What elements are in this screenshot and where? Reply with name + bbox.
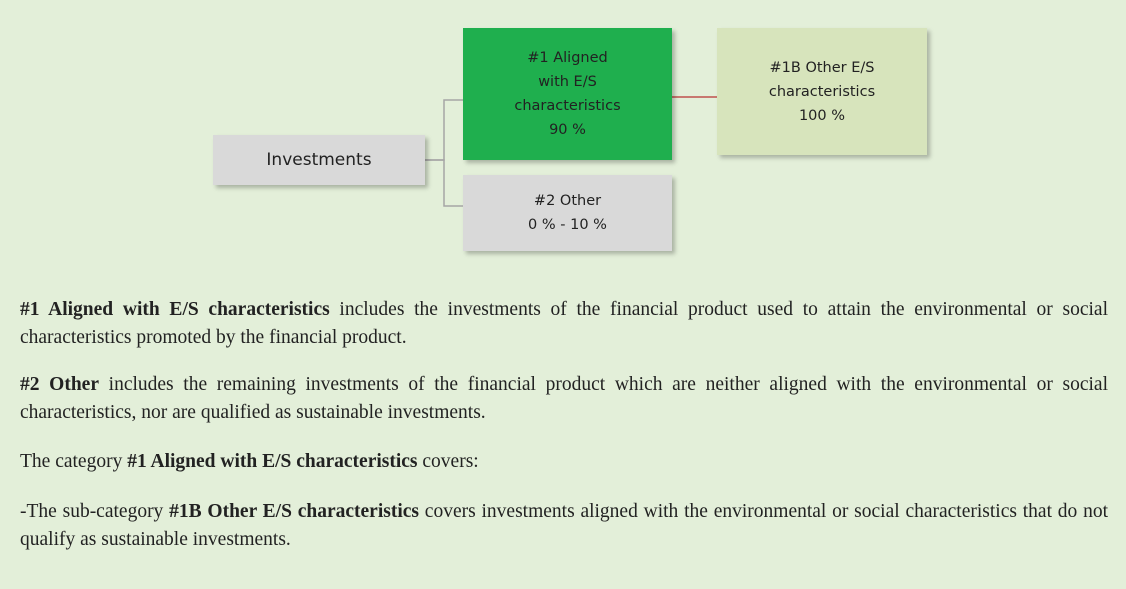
bold-text: #1B Other E/S characteristics bbox=[169, 501, 420, 522]
paragraph: #2 Other includes the remaining investme… bbox=[20, 371, 1108, 427]
node-label: #1 Aligned bbox=[527, 50, 608, 66]
paragraph: -The sub-category #1B Other E/S characte… bbox=[20, 498, 1108, 554]
node-label: 0 % - 10 % bbox=[528, 217, 607, 233]
text: includes the investments of the financia… bbox=[20, 299, 1108, 348]
text: covers investments aligned with the envi… bbox=[20, 501, 1109, 550]
node-label: 90 % bbox=[549, 122, 586, 138]
node-label: characteristics bbox=[514, 98, 621, 114]
connector bbox=[425, 99, 463, 161]
text: covers: bbox=[417, 451, 479, 472]
node-label: #1B Other E/S bbox=[769, 59, 875, 76]
text: includes the remaining investments of th… bbox=[20, 374, 1108, 423]
node-other: #2 Other 0 % - 10 % bbox=[463, 175, 672, 251]
text: The category bbox=[20, 451, 128, 472]
bold-text: #1 Aligned with E/S characteristics bbox=[20, 299, 330, 320]
paragraph: #1 Aligned with E/S characteristics incl… bbox=[20, 296, 1108, 352]
node-investments: Investments bbox=[213, 135, 425, 185]
node-label: 100 % bbox=[798, 107, 846, 124]
connector bbox=[425, 159, 463, 207]
text: -The sub-category bbox=[20, 501, 170, 522]
node-label: #2 Other bbox=[533, 193, 602, 209]
node-label: characteristics bbox=[768, 83, 876, 100]
bold-text: #2 Other bbox=[20, 374, 99, 395]
node-label: with E/S bbox=[538, 74, 597, 90]
bold-text: #1 Aligned with E/S characteristics bbox=[127, 451, 418, 472]
paragraph: The category #1 Aligned with E/S charact… bbox=[20, 448, 1108, 476]
node-aligned: #1 Aligned with E/S characteristics 90 % bbox=[463, 28, 672, 160]
node-label: Investments bbox=[266, 150, 372, 170]
node-other-es: #1B Other E/S characteristics 100 % bbox=[717, 28, 927, 155]
